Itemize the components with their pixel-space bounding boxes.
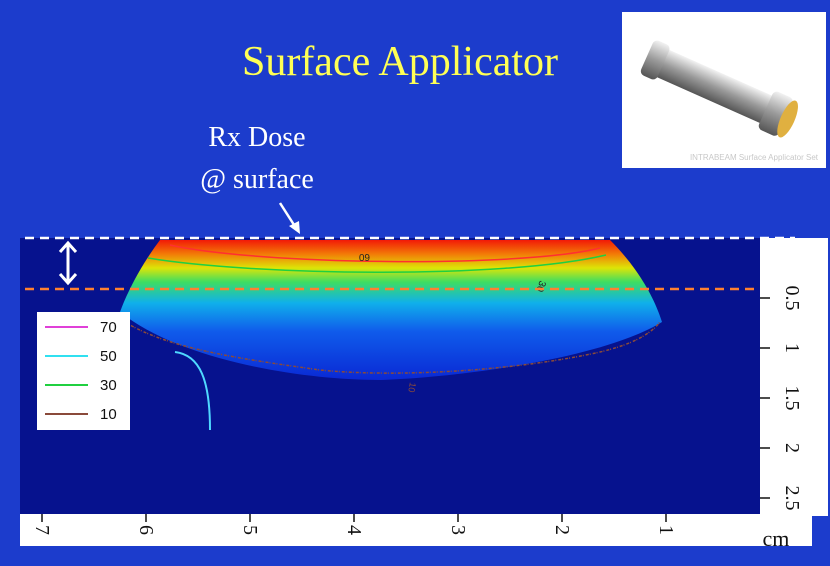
width-tick-label: 3 <box>447 525 469 535</box>
contour-label: 10 <box>406 382 418 394</box>
annotation: @ surface <box>200 164 314 195</box>
width-axis <box>20 514 812 546</box>
depth-tick-label: 2.5 <box>781 486 803 511</box>
legend-label: 70 <box>100 319 117 336</box>
legend-label: 10 <box>100 406 117 423</box>
legend-label: 30 <box>100 377 117 394</box>
depth-tick-label: 0.5 <box>781 286 803 311</box>
width-tick-label: 6 <box>135 525 157 535</box>
depth-axis <box>760 238 828 516</box>
depth-tick-label: 2 <box>781 443 803 453</box>
artifact <box>174 351 211 431</box>
width-tick-label: 7 <box>31 525 53 535</box>
photo-caption: INTRABEAM Surface Applicator Set <box>690 153 819 162</box>
width-tick-label: 5 <box>239 525 261 535</box>
arrow <box>278 202 300 234</box>
photo: INTRABEAM Surface Applicator Set <box>622 12 826 168</box>
dose-distribution <box>120 240 662 380</box>
depth-tick-label: 1 <box>781 343 803 353</box>
legend <box>37 312 130 430</box>
axis-unit: cm <box>763 526 790 551</box>
contour <box>147 254 607 273</box>
annotation: Rx Dose <box>208 122 305 153</box>
width-tick-label: 1 <box>655 525 677 535</box>
double-arrow <box>58 240 78 286</box>
legend-label: 50 <box>100 348 117 365</box>
width-tick-label: 4 <box>343 525 365 535</box>
contour <box>169 244 601 263</box>
title: Surface Applicator <box>242 39 558 85</box>
contour <box>124 321 661 374</box>
depth-tick-label: 1.5 <box>781 386 803 411</box>
contour-label: 60 <box>358 251 370 262</box>
width-tick-label: 2 <box>551 525 573 535</box>
